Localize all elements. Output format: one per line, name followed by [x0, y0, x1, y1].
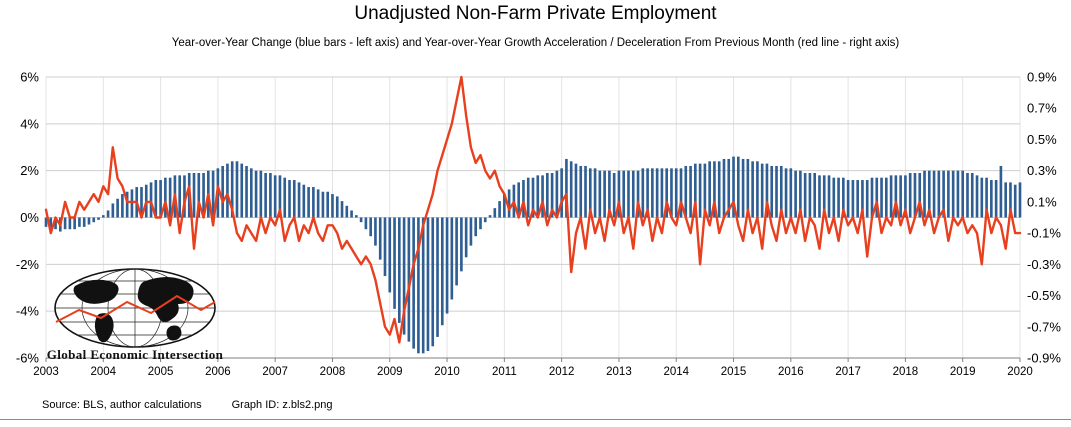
bottom-divider [0, 419, 1071, 420]
svg-text:2016: 2016 [778, 366, 804, 378]
svg-text:2010: 2010 [434, 366, 460, 378]
svg-text:-0.7%: -0.7% [1027, 319, 1061, 334]
svg-text:-4%: -4% [16, 304, 40, 319]
svg-text:2012: 2012 [549, 366, 575, 378]
logo-text: Global Economic Intersection [47, 347, 224, 362]
globe-logo-icon: Global Economic Intersection [47, 268, 224, 362]
logo: Global Economic Intersection [47, 268, 225, 364]
left-axis-labels: 6% 4% 2% 0% -2% -4% -6% [16, 70, 40, 366]
svg-text:2008: 2008 [320, 366, 346, 378]
svg-text:0.5%: 0.5% [1027, 132, 1057, 147]
x-axis-ticks [45, 358, 1021, 362]
svg-text:2006: 2006 [205, 366, 231, 378]
chart-title: Unadjusted Non-Farm Private Employment [354, 3, 717, 24]
svg-text:0.7%: 0.7% [1027, 101, 1057, 116]
svg-text:-0.9%: -0.9% [1027, 351, 1061, 366]
svg-text:2%: 2% [20, 163, 39, 178]
svg-text:2009: 2009 [377, 366, 403, 378]
svg-text:0.3%: 0.3% [1027, 163, 1057, 178]
chart-subtitle: Year-over-Year Change (blue bars - left … [171, 37, 900, 49]
line-series [44, 75, 1022, 344]
bar-series [44, 156, 1022, 354]
graph-id-text: Graph ID: z.bls2.png [231, 399, 333, 411]
svg-text:2007: 2007 [262, 366, 288, 378]
svg-text:-0.3%: -0.3% [1027, 257, 1061, 272]
svg-text:-0.1%: -0.1% [1027, 226, 1061, 241]
svg-text:-0.5%: -0.5% [1027, 288, 1061, 303]
svg-text:4%: 4% [20, 116, 39, 131]
svg-text:6%: 6% [20, 70, 39, 85]
svg-text:2005: 2005 [148, 366, 174, 378]
svg-text:0%: 0% [20, 210, 39, 225]
svg-text:2017: 2017 [835, 366, 861, 378]
svg-text:2004: 2004 [90, 366, 116, 378]
svg-text:2013: 2013 [606, 366, 632, 378]
svg-text:2011: 2011 [492, 366, 517, 378]
svg-text:2020: 2020 [1007, 366, 1033, 378]
svg-text:2018: 2018 [893, 366, 919, 378]
svg-text:2003: 2003 [33, 366, 59, 378]
svg-text:-6%: -6% [16, 351, 40, 366]
x-axis-labels: 2003 2004 2005 2006 2007 2008 2009 2010 2011 2012… [33, 366, 1033, 378]
svg-text:2014: 2014 [663, 366, 689, 378]
svg-text:2015: 2015 [721, 366, 747, 378]
svg-text:-2%: -2% [16, 257, 40, 272]
svg-text:0.9%: 0.9% [1027, 70, 1057, 85]
svg-text:0.1%: 0.1% [1027, 194, 1057, 209]
right-axis-labels: 0.9% 0.7% 0.5% 0.3% 0.1% -0.1% -0.3% -0.5% -0.7%… [1027, 70, 1061, 366]
source-text: Source: BLS, author calculations [42, 399, 202, 411]
svg-text:2019: 2019 [950, 366, 976, 378]
footer: Source: BLS, author calculations Graph ID… [42, 399, 332, 411]
